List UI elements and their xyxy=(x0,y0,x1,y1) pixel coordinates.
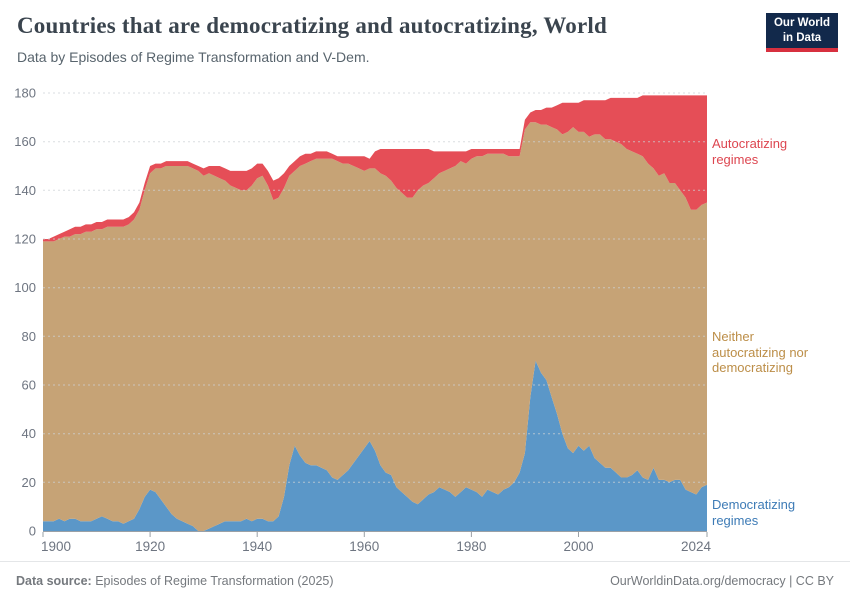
chart-footer: Data source: Episodes of Regime Transfor… xyxy=(0,561,850,600)
y-tick-label-60: 60 xyxy=(22,378,36,393)
x-tick-label-1940: 1940 xyxy=(242,539,272,554)
y-gridlines xyxy=(43,92,707,483)
owid-logo[interactable]: Our World in Data xyxy=(766,13,838,52)
x-tick-label-2024: 2024 xyxy=(681,539,712,554)
area-neither[interactable] xyxy=(43,122,707,531)
data-source: Data source: Episodes of Regime Transfor… xyxy=(16,574,334,588)
y-tick-label-180: 180 xyxy=(14,86,36,101)
data-source-label: Data source: xyxy=(16,574,92,588)
area-democratizing[interactable] xyxy=(43,360,707,531)
x-tick-label-1900: 1900 xyxy=(41,539,71,554)
legend-label-autocratizing[interactable]: Autocratizing regimes xyxy=(712,136,788,167)
x-axis: 1900 1920 1940 1960 1980 2000 2024 xyxy=(41,532,711,554)
y-tick-label-120: 120 xyxy=(14,232,36,247)
chart-subtitle: Data by Episodes of Regime Transformatio… xyxy=(17,49,370,65)
y-tick-label-100: 100 xyxy=(14,280,36,295)
x-tick-label-2000: 2000 xyxy=(563,539,593,554)
y-tick-label-0: 0 xyxy=(29,524,36,539)
y-axis: 0 20 40 60 80 100 120 140 160 180 xyxy=(14,86,36,539)
owid-logo-line2: in Data xyxy=(782,31,822,44)
y-tick-label-140: 140 xyxy=(14,183,36,198)
data-source-value: Episodes of Regime Transformation (2025) xyxy=(95,574,334,588)
x-tick-label-1960: 1960 xyxy=(349,539,379,554)
area-autocratizing[interactable] xyxy=(43,95,707,242)
chart-title: Countries that are democratizing and aut… xyxy=(17,13,607,38)
chart-areas[interactable] xyxy=(43,95,707,531)
y-tick-label-160: 160 xyxy=(14,134,36,149)
legend-label-neither[interactable]: Neither autocratizing nor democratizing xyxy=(712,329,809,376)
y-tick-label-80: 80 xyxy=(22,329,36,344)
credit-link[interactable]: OurWorldinData.org/democracy | CC BY xyxy=(610,574,834,588)
y-tick-label-40: 40 xyxy=(22,426,36,441)
legend-label-democratizing[interactable]: Democratizing regimes xyxy=(712,497,796,528)
x-tick-label-1980: 1980 xyxy=(456,539,486,554)
y-tick-label-20: 20 xyxy=(22,475,36,490)
x-tick-label-1920: 1920 xyxy=(135,539,165,554)
owid-logo-line1: Our World xyxy=(773,17,830,29)
